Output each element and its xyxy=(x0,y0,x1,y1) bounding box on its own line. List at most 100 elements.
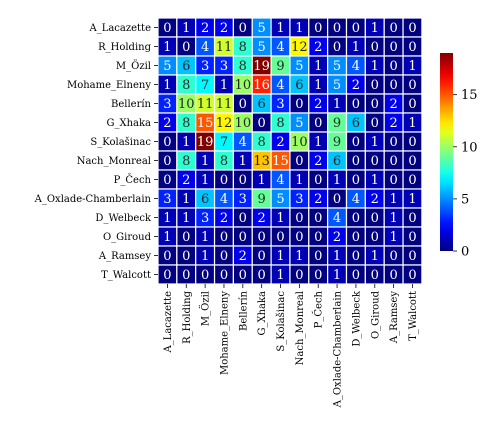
cell-value-label: 0 xyxy=(220,173,228,188)
cell-value-label: 0 xyxy=(352,97,360,112)
cell-value-label: 1 xyxy=(389,230,397,245)
cell-value-label: 1 xyxy=(295,21,303,36)
cell-value-label: 0 xyxy=(239,230,247,245)
cell-value-label: 0 xyxy=(182,230,190,245)
cell-value-label: 1 xyxy=(163,78,171,93)
cell-value-label: 2 xyxy=(314,97,322,112)
colorbar-gradient xyxy=(440,53,453,251)
cell-value-label: 4 xyxy=(276,78,284,93)
cell-value-label: 0 xyxy=(408,40,416,55)
cell-value-label: 0 xyxy=(163,173,171,188)
cell-value-label: 6 xyxy=(182,59,190,74)
cell-value-label: 6 xyxy=(352,116,360,131)
cell-value-label: 0 xyxy=(408,135,416,150)
cell-value-label: 0 xyxy=(389,249,397,264)
column-label: M_Özil xyxy=(200,291,212,326)
cell-value-label: 3 xyxy=(201,59,209,74)
cell-value-label: 1 xyxy=(163,211,171,226)
column-label: D_Welbeck xyxy=(351,290,362,347)
cell-value-label: 0 xyxy=(371,116,379,131)
cell-value-label: 1 xyxy=(408,116,416,131)
cell-value-label: 0 xyxy=(352,230,360,245)
column-label: A_Oxlade-Chamberlain xyxy=(333,290,344,408)
cell-value-label: 0 xyxy=(201,268,209,283)
cell-value-label: 0 xyxy=(220,268,228,283)
cell-value-label: 6 xyxy=(333,154,341,169)
cell-value-label: 8 xyxy=(276,116,284,131)
heatmap-cells: 0 1 2 2 0 5 1 1 0 0 0 1 0 01 0 4 11 8 5 4 12 2 0 1 0 0 05 6 3 3 8 19 9 5 1… xyxy=(157,17,423,285)
cell-value-label: 0 xyxy=(258,116,266,131)
cell-value-label: 1 xyxy=(276,21,284,36)
cell-value-label: 1 xyxy=(295,173,303,188)
cell-value-label: 1 xyxy=(389,192,397,207)
cell-value-label: 1 xyxy=(276,249,284,264)
cell-value-label: 0 xyxy=(408,268,416,283)
cell-value-label: 0 xyxy=(163,268,171,283)
cell-value-label: 16 xyxy=(253,78,270,93)
cell-value-label: 11 xyxy=(216,40,233,55)
row-label: A_Oxlade-Chamberlain xyxy=(34,194,152,205)
cell-value-label: 6 xyxy=(201,192,209,207)
cell-value-label: 5 xyxy=(295,116,303,131)
column-label: G_Xhaka xyxy=(257,291,268,336)
cell-value-label: 0 xyxy=(220,249,228,264)
cell-value-label: 1 xyxy=(371,249,379,264)
cell-value-label: 3 xyxy=(201,211,209,226)
cell-value-label: 0 xyxy=(163,249,171,264)
cell-value-label: 0 xyxy=(182,40,190,55)
cell-value-label: 0 xyxy=(408,249,416,264)
cell-value-label: 0 xyxy=(333,40,341,55)
cell-value-label: 8 xyxy=(182,78,190,93)
cell-value-label: 9 xyxy=(276,59,284,74)
cell-value-label: 0 xyxy=(408,154,416,169)
cell-value-label: 10 xyxy=(235,78,252,93)
cell-value-label: 5 xyxy=(295,59,303,74)
cell-value-label: 1 xyxy=(333,249,341,264)
row-labels: A_Lacazette R_Holding M_Özil Mohame_Elneny B… xyxy=(34,23,158,281)
cell-value-label: 3 xyxy=(295,192,303,207)
cell-value-label: 0 xyxy=(258,230,266,245)
colorbar-tick-label: 10 xyxy=(461,140,478,155)
cell-value-label: 0 xyxy=(371,268,379,283)
cell-value-label: 1 xyxy=(333,173,341,188)
cell-value-label: 0 xyxy=(352,154,360,169)
cell-value-label: 2 xyxy=(333,230,341,245)
cell-value-label: 1 xyxy=(371,135,379,150)
row-label: O_Giroud xyxy=(103,232,152,243)
cell-value-label: 0 xyxy=(389,21,397,36)
cell-value-label: 5 xyxy=(163,59,171,74)
cell-value-label: 2 xyxy=(352,78,360,93)
cell-value-label: 1 xyxy=(163,230,171,245)
cell-value-label: 0 xyxy=(314,21,322,36)
cell-value-label: 9 xyxy=(333,116,341,131)
cell-value-label: 4 xyxy=(333,211,341,226)
column-label: Mohame_Elneny xyxy=(219,291,230,375)
cell-value-label: 0 xyxy=(220,230,228,245)
cell-value-label: 0 xyxy=(389,173,397,188)
cell-value-label: 1 xyxy=(276,268,284,283)
cell-value-label: 2 xyxy=(314,192,322,207)
cell-value-label: 15 xyxy=(197,116,214,131)
cell-value-label: 0 xyxy=(163,135,171,150)
cell-value-label: 1 xyxy=(314,59,322,74)
cell-value-label: 0 xyxy=(239,21,247,36)
cell-value-label: 2 xyxy=(389,97,397,112)
cell-value-label: 0 xyxy=(239,268,247,283)
cell-value-label: 0 xyxy=(408,173,416,188)
cell-value-label: 0 xyxy=(295,268,303,283)
cell-value-label: 0 xyxy=(408,211,416,226)
cell-value-label: 4 xyxy=(220,192,228,207)
cell-value-label: 0 xyxy=(276,230,284,245)
cell-value-label: 2 xyxy=(371,192,379,207)
cell-value-label: 0 xyxy=(314,116,322,131)
cell-value-label: 0 xyxy=(389,59,397,74)
cell-value-label: 1 xyxy=(276,211,284,226)
cell-value-label: 1 xyxy=(371,173,379,188)
cell-value-label: 4 xyxy=(276,173,284,188)
cell-value-label: 4 xyxy=(239,135,247,150)
cell-value-label: 2 xyxy=(201,21,209,36)
row-label: Mohame_Elneny xyxy=(67,80,151,91)
cell-value-label: 5 xyxy=(333,59,341,74)
cell-value-label: 0 xyxy=(352,21,360,36)
cell-value-label: 0 xyxy=(408,230,416,245)
